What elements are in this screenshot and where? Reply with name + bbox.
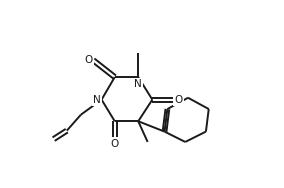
Text: O: O bbox=[110, 139, 119, 149]
Text: N: N bbox=[134, 79, 142, 89]
Text: N: N bbox=[93, 95, 101, 105]
Text: O: O bbox=[85, 55, 93, 65]
Text: O: O bbox=[174, 95, 182, 105]
